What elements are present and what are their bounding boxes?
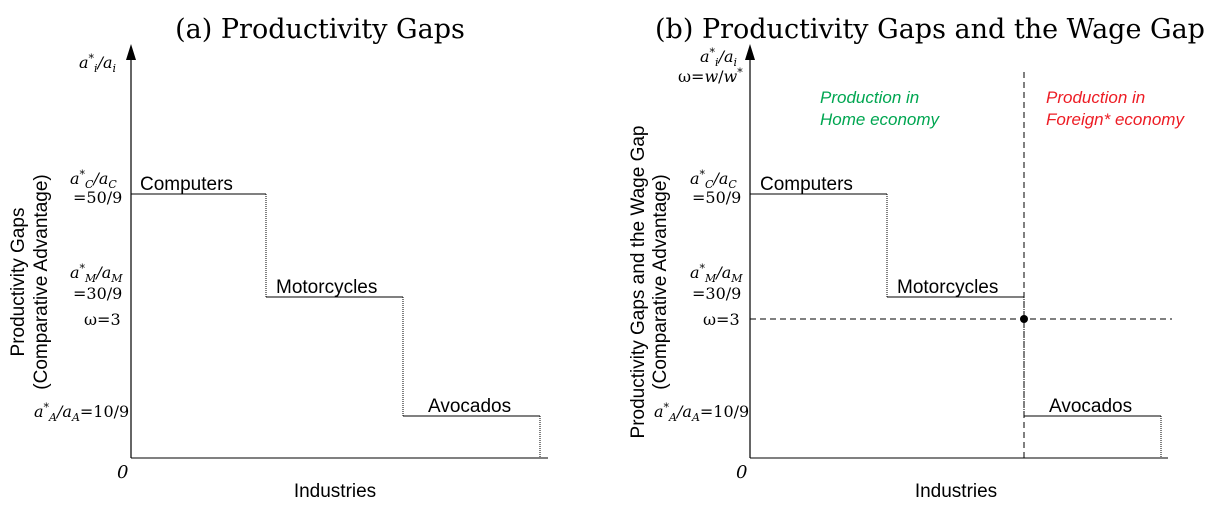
panel-b-ylabel-line2: (Comparative Advantage) — [650, 174, 671, 389]
panel-a-ylabel-line2: (Comparative Advantage) — [31, 174, 52, 389]
panel-b-y-symbol: a*i/ai — [700, 46, 737, 69]
region-foreign-line2: Foreign* economy — [1046, 110, 1185, 129]
panel-b-ylabel-line1: Productivity Gaps and the Wage Gap — [628, 126, 649, 439]
panel-b-label-avocados: Avocados — [1049, 396, 1132, 417]
panel-a-tick-motorcycles: a*M/aM — [70, 262, 123, 285]
region-foreign-line1: Production in — [1046, 88, 1145, 107]
panel-b-tick-motorcycles-value: =30/9 — [692, 284, 741, 303]
panel-b-tick-motorcycles: a*M/aM — [690, 262, 743, 285]
panel-a-xlabel: Industries — [294, 481, 376, 502]
panel-b-title: (b) Productivity Gaps and the Wage Gap — [655, 14, 1205, 45]
panel-a-ylabel-line1: Productivity Gaps — [8, 208, 29, 357]
panel-b-tick-avocados: a*A/aA=10/9 — [654, 401, 749, 424]
region-home-line1: Production in — [820, 88, 919, 107]
panel-a-origin: 0 — [117, 462, 128, 483]
panel-b-label-motorcycles: Motorcycles — [897, 277, 998, 298]
region-home-line2: Home economy — [820, 110, 941, 129]
panel-a-tick-avocados: a*A/aA=10/9 — [34, 401, 129, 424]
panel-a-label-motorcycles: Motorcycles — [276, 277, 377, 298]
panel-b-xlabel: Industries — [915, 481, 997, 502]
panel-a-y-arrow — [126, 44, 136, 60]
panel-b-tick-omega: ω=3 — [703, 310, 740, 329]
panel-a-label-avocados: Avocados — [428, 396, 511, 417]
panel-a-label-computers: Computers — [140, 174, 233, 195]
panel-a-tick-motorcycles-value: =30/9 — [73, 284, 122, 303]
equilibrium-point — [1020, 315, 1028, 323]
panel-b-origin: 0 — [736, 462, 747, 483]
panel-a-tick-computers-value: =50/9 — [73, 188, 122, 207]
panel-b-y-symbol-wage: ω=w/w* — [678, 66, 743, 86]
panel-a: (a) Productivity Gaps Productivity Gaps … — [8, 14, 548, 502]
panel-a-y-symbol: a*i/ai — [79, 52, 116, 75]
panel-b: (b) Productivity Gaps and the Wage Gap P… — [628, 14, 1205, 502]
panel-a-tick-omega: ω=3 — [84, 310, 121, 329]
panel-a-title: (a) Productivity Gaps — [175, 14, 465, 45]
panel-b-tick-computers-value: =50/9 — [692, 188, 741, 207]
panel-b-y-arrow — [745, 44, 755, 60]
panel-b-label-computers: Computers — [760, 174, 853, 195]
